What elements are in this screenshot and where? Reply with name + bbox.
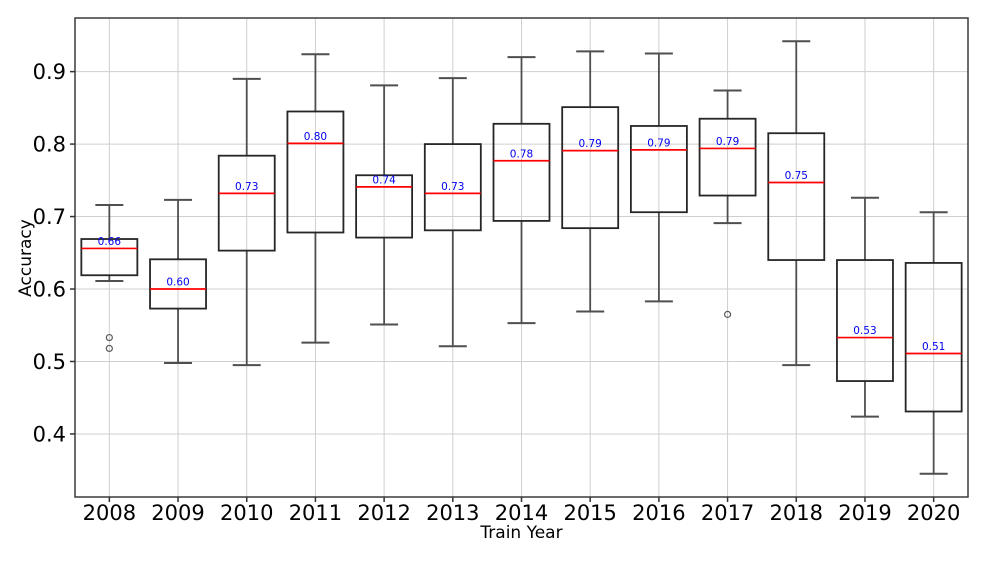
box-2019 [836,259,894,382]
median-label: 0.73 [441,181,464,193]
median-label: 0.79 [716,136,739,148]
outlier-point [723,310,732,318]
x-tick-label: 2020 [907,501,960,525]
box-2015 [561,106,620,230]
y-axis-label: Accuracy [16,219,36,297]
x-tick-label: 2010 [220,501,273,525]
median-label: 0.80 [304,131,327,143]
box-2010 [217,154,276,252]
x-tick-label: 2014 [495,501,548,525]
box-2012 [355,174,414,239]
median-label: 0.78 [510,148,533,160]
median-label: 0.66 [98,236,122,248]
box-2020 [904,262,963,413]
box-2016 [629,125,688,214]
x-tick-label: 2008 [83,501,136,525]
median-label: 0.73 [235,181,258,193]
median-label: 0.53 [853,325,876,337]
median-label: 0.74 [372,174,396,186]
outlier-point [105,333,113,342]
median-label: 0.79 [647,137,670,149]
median-label: 0.51 [922,341,945,353]
box-2008 [80,238,139,277]
y-tick-label: 0.5 [33,350,66,374]
y-tick-label: 0.6 [33,278,66,302]
median-label: 0.60 [166,277,189,289]
y-tick-label: 0.8 [33,133,66,157]
x-tick-label: 2016 [632,501,685,525]
box-2014 [492,122,551,222]
outlier-point [105,344,113,353]
x-tick-label: 2018 [770,501,823,525]
x-tick-label: 2012 [357,501,410,525]
x-tick-label: 2019 [838,501,891,525]
x-tick-label: 2015 [563,501,616,525]
median-label: 0.79 [578,138,601,150]
median-label: 0.75 [785,170,808,182]
y-tick-label: 0.7 [33,205,66,229]
x-tick-label: 2013 [426,501,479,525]
x-tick-label: 2011 [289,501,342,525]
box-2011 [286,110,345,234]
y-tick-label: 0.4 [33,422,66,446]
box-2017 [698,117,757,197]
box-2013 [423,143,482,232]
x-axis-label: Train Year [480,523,563,543]
box-2018 [767,132,826,261]
box-2009 [149,258,207,310]
x-tick-label: 2017 [701,501,754,525]
y-tick-label: 0.9 [33,60,66,84]
x-tick-label: 2009 [151,501,204,525]
